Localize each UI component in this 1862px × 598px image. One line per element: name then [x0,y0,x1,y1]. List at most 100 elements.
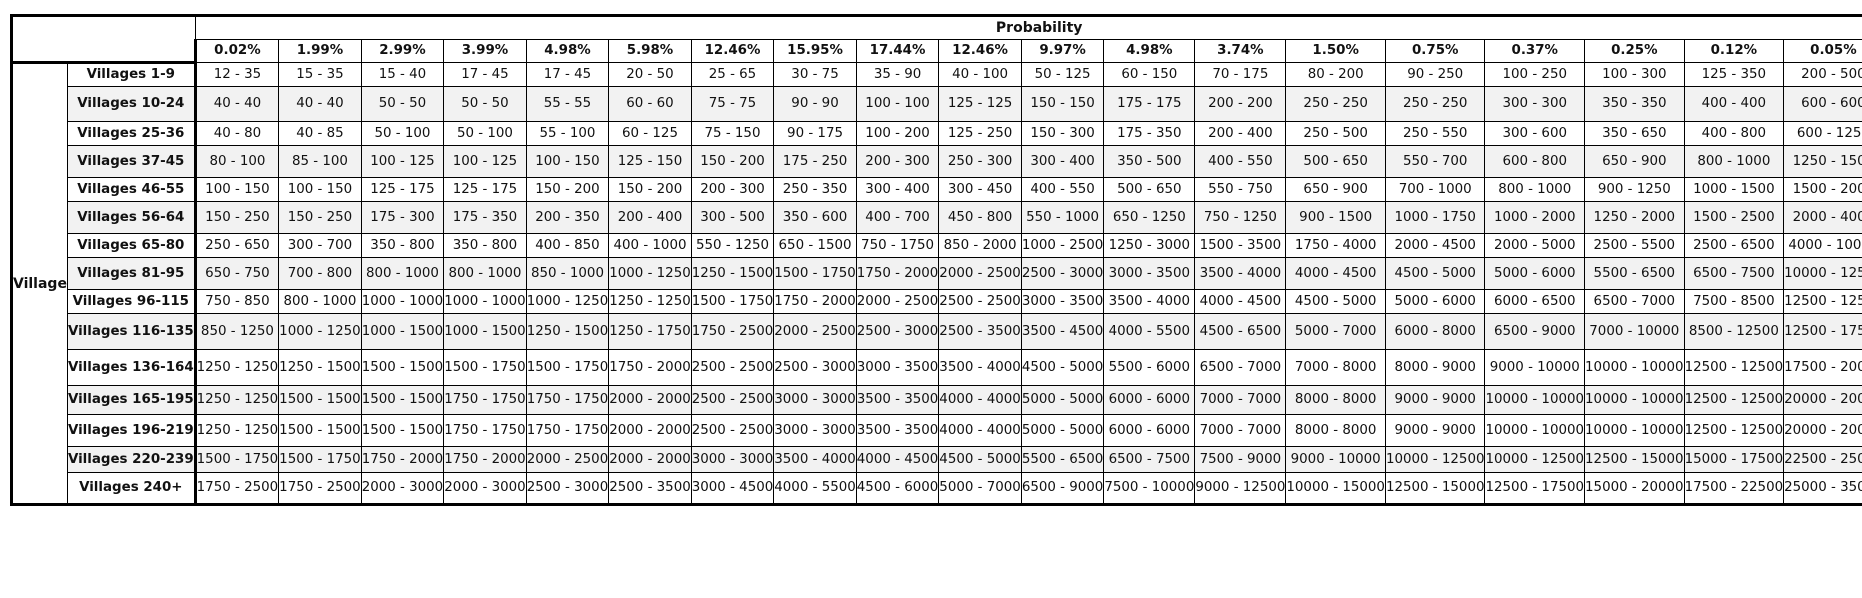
table-cell: 4000 - 4000 [938,414,1022,447]
table-cell: 3000 - 3000 [773,385,857,415]
table-cell: 15000 - 17500 [1683,446,1785,473]
table-cell: 100 - 150 [278,177,362,202]
table-cell: 1500 - 1500 [360,349,445,386]
table-cell: 7000 - 10000 [1584,313,1685,350]
table-cell: 1750 - 2500 [278,472,362,505]
table-cell: 30 - 75 [773,62,857,87]
table-row: Villages 65-80 250 - 650 300 - 700 350 - 80… [12,233,1862,258]
table-cell: 9000 - 12500 [1194,472,1287,505]
table-cell: 4500 - 6000 [855,472,940,505]
table-cell: 8000 - 8000 [1285,414,1386,447]
table-cell: 1250 - 1250 [193,414,280,447]
table-cell: 700 - 800 [278,257,362,290]
probability-column-header: 0.02% [193,39,280,63]
table-cell: 5500 - 6500 [1584,257,1685,290]
table-cell: 850 - 1000 [525,257,610,290]
probability-table: Probability 0.02% 1.99% 2.99% 3.99% 4.98% 5.9… [10,14,1862,506]
table-cell: 6000 - 6500 [1484,289,1586,314]
table-cell: 60 - 150 [1103,62,1196,87]
table-cell: 40 - 100 [938,62,1022,87]
table-cell: 125 - 250 [938,121,1022,146]
table-cell: 4000 - 5500 [1103,313,1196,350]
table-cell: 750 - 1250 [1194,201,1287,234]
table-cell: 17 - 45 [443,62,527,87]
table-cell: 450 - 800 [938,201,1022,234]
table-cell: 1500 - 1500 [278,414,362,447]
table-cell: 2500 - 2500 [938,289,1022,314]
table-cell: 2000 - 2500 [525,446,610,473]
table-cell: 6000 - 6000 [1103,385,1196,415]
row-label: Villages 25-36 [66,121,196,146]
table-cell: 5000 - 6000 [1384,289,1486,314]
table-cell: 7000 - 8000 [1285,349,1386,386]
table-cell: 900 - 1500 [1285,201,1386,234]
table-cell: 40 - 40 [193,86,280,122]
table-cell: 9000 - 10000 [1484,349,1586,386]
table-row: Villages 56-64 150 - 250 150 - 250 175 - 30… [12,201,1862,234]
table-cell: 750 - 1750 [855,233,940,258]
table-cell: 4000 - 4500 [1285,257,1386,290]
table-cell: 850 - 2000 [938,233,1022,258]
table-cell: 550 - 1250 [690,233,775,258]
table-cell: 50 - 125 [1020,62,1105,87]
table-cell: 500 - 650 [1103,177,1196,202]
table-cell: 7500 - 8500 [1683,289,1785,314]
table-cell: 350 - 350 [1584,86,1685,122]
table-cell: 3000 - 3500 [1020,289,1105,314]
table-cell: 90 - 175 [773,121,857,146]
table-cell: 7500 - 10000 [1103,472,1196,505]
probability-column-header: 0.75% [1384,39,1486,63]
table-cell: 10000 - 12500 [1484,446,1586,473]
table-cell: 2000 - 2500 [938,257,1022,290]
table-cell: 85 - 100 [278,145,362,178]
table-cell: 1000 - 1500 [443,313,527,350]
table-cell: 400 - 850 [525,233,610,258]
table-cell: 3500 - 3500 [855,414,940,447]
probability-column-header: 15.95% [773,39,857,63]
table-cell: 2000 - 2000 [608,414,692,447]
table-cell: 250 - 500 [1285,121,1386,146]
table-cell: 6500 - 7500 [1103,446,1196,473]
table-cell: 25000 - 35000 [1783,472,1862,505]
table-cell: 2500 - 3000 [525,472,610,505]
table-cell: 1250 - 1750 [608,313,692,350]
table-cell: 50 - 100 [360,121,445,146]
table-cell: 1750 - 1750 [525,385,610,415]
table-cell: 650 - 900 [1285,177,1386,202]
table-cell: 25 - 65 [690,62,775,87]
table-cell: 1250 - 1500 [278,349,362,386]
table-cell: 50 - 50 [443,86,527,122]
table-cell: 250 - 550 [1384,121,1486,146]
table-cell: 1250 - 1250 [608,289,692,314]
table-cell: 10000 - 10000 [1584,414,1685,447]
table-cell: 2000 - 4000 [1783,201,1862,234]
table-cell: 1000 - 1500 [360,313,445,350]
table-cell: 150 - 200 [690,145,775,178]
table-cell: 5000 - 7000 [1285,313,1386,350]
table-cell: 800 - 1000 [278,289,362,314]
table-cell: 3500 - 4000 [1194,257,1287,290]
table-cell: 8000 - 9000 [1384,349,1486,386]
table-cell: 800 - 1000 [360,257,445,290]
table-cell: 4000 - 4000 [938,385,1022,415]
table-cell: 1750 - 2000 [360,446,445,473]
table-cell: 150 - 150 [1020,86,1105,122]
table-cell: 250 - 300 [938,145,1022,178]
table-cell: 1500 - 2000 [1783,177,1862,202]
table-cell: 12500 - 15000 [1584,446,1685,473]
table-cell: 4500 - 5000 [1020,349,1105,386]
table-cell: 900 - 1250 [1584,177,1685,202]
probability-column-header: 17.44% [855,39,940,63]
row-label: Villages 240+ [66,472,196,505]
table-cell: 17 - 45 [525,62,610,87]
table-cell: 1000 - 2000 [1484,201,1586,234]
table-cell: 15 - 40 [360,62,445,87]
table-cell: 175 - 250 [773,145,857,178]
table-cell: 50 - 100 [443,121,527,146]
table-cell: 40 - 85 [278,121,362,146]
row-label: Villages 116-135 [66,313,196,350]
table-cell: 40 - 80 [193,121,280,146]
probability-column-header: 12.46% [938,39,1022,63]
table-cell: 200 - 400 [1194,121,1287,146]
table-cell: 350 - 650 [1584,121,1685,146]
